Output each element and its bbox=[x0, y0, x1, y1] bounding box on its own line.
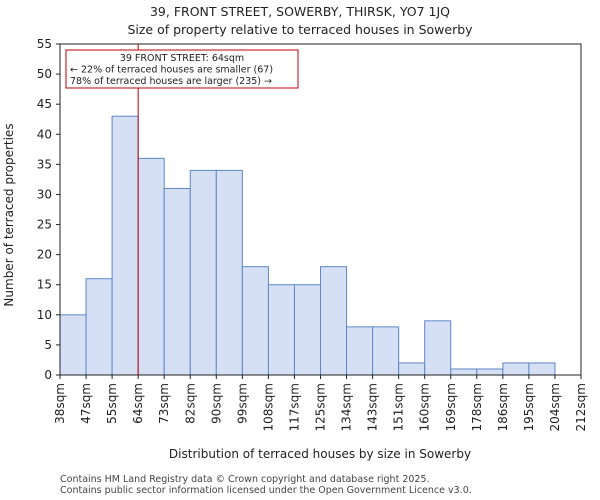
histogram-bar bbox=[85, 278, 113, 376]
x-tick-label: 143sqm bbox=[366, 383, 380, 431]
x-tick-label: 186sqm bbox=[496, 383, 510, 431]
y-axis-ticks: 0 5 10 15 20 25 30 35 40 45 50 55 bbox=[37, 37, 60, 382]
y-tick-label: 25 bbox=[37, 218, 52, 232]
x-tick-label: 64sqm bbox=[131, 383, 145, 424]
y-tick-label: 35 bbox=[37, 157, 52, 171]
y-tick-label: 10 bbox=[37, 308, 52, 322]
x-tick-label: 38sqm bbox=[53, 383, 67, 424]
x-tick-label: 117sqm bbox=[287, 383, 301, 431]
y-tick-label: 5 bbox=[44, 338, 52, 352]
histogram-bar bbox=[424, 320, 452, 376]
y-tick-label: 45 bbox=[37, 97, 52, 111]
y-tick-label: 20 bbox=[37, 248, 52, 262]
annotation-line3: 78% of terraced houses are larger (235) … bbox=[70, 76, 272, 87]
x-tick-label: 90sqm bbox=[209, 383, 223, 424]
y-tick-label: 55 bbox=[37, 37, 52, 51]
x-axis-label: Distribution of terraced houses by size … bbox=[169, 447, 471, 461]
footer-line2: Contains public sector information licen… bbox=[60, 485, 472, 496]
histogram-bar bbox=[59, 314, 87, 376]
plot-frame bbox=[59, 43, 582, 376]
histogram-bar bbox=[111, 115, 139, 376]
histogram-bar bbox=[293, 284, 322, 376]
histogram-bar bbox=[215, 169, 243, 376]
histogram-bar bbox=[189, 169, 217, 376]
y-axis-label: Number of terraced properties bbox=[2, 123, 16, 306]
x-tick-label: 73sqm bbox=[157, 383, 171, 424]
bars-group bbox=[59, 115, 556, 376]
y-tick-label: 50 bbox=[37, 67, 52, 81]
histogram-bar bbox=[502, 362, 530, 376]
x-tick-label: 178sqm bbox=[470, 383, 484, 431]
histogram-bar bbox=[450, 368, 478, 376]
histogram-bar bbox=[476, 368, 504, 376]
x-tick-label: 151sqm bbox=[392, 383, 406, 431]
histogram-bar bbox=[241, 266, 269, 376]
annotation-line2: ← 22% of terraced houses are smaller (67… bbox=[70, 65, 273, 76]
x-tick-label: 47sqm bbox=[79, 383, 93, 424]
chart-title-line1: 39, FRONT STREET, SOWERBY, THIRSK, YO7 1… bbox=[150, 4, 450, 19]
x-axis-ticks: 38sqm 47sqm 55sqm 64sqm 73sqm 82sqm 90sqm 99sqm… bbox=[53, 375, 588, 431]
x-tick-label: 195sqm bbox=[522, 383, 536, 431]
x-tick-label: 204sqm bbox=[548, 383, 562, 431]
histogram-bar bbox=[372, 326, 400, 376]
footer-line1: Contains HM Land Registry data © Crown c… bbox=[60, 474, 430, 485]
histogram-bar bbox=[267, 284, 295, 376]
histogram-bar bbox=[137, 157, 165, 376]
x-tick-label: 108sqm bbox=[261, 383, 275, 431]
histogram-bar bbox=[346, 326, 374, 376]
y-tick-label: 30 bbox=[37, 187, 52, 201]
histogram-bar bbox=[320, 266, 348, 376]
annotation-box: 39 FRONT STREET: 64sqm ← 22% of terraced… bbox=[65, 49, 299, 89]
x-tick-label: 99sqm bbox=[235, 383, 249, 424]
histogram-bar bbox=[163, 187, 191, 376]
x-tick-label: 160sqm bbox=[418, 383, 432, 431]
x-tick-label: 169sqm bbox=[444, 383, 458, 431]
x-tick-label: 82sqm bbox=[183, 383, 197, 424]
x-tick-label: 125sqm bbox=[314, 383, 328, 431]
chart-title-line2: Size of property relative to terraced ho… bbox=[127, 22, 473, 37]
histogram-bar bbox=[528, 362, 556, 376]
x-tick-label: 134sqm bbox=[340, 383, 354, 431]
annotation-line1: 39 FRONT STREET: 64sqm bbox=[120, 53, 244, 64]
y-tick-label: 15 bbox=[37, 278, 52, 292]
x-tick-label: 55sqm bbox=[105, 383, 119, 424]
x-tick-label: 212sqm bbox=[574, 383, 588, 431]
y-tick-label: 0 bbox=[44, 368, 52, 382]
y-tick-label: 40 bbox=[37, 127, 52, 141]
histogram-bar bbox=[398, 362, 426, 376]
